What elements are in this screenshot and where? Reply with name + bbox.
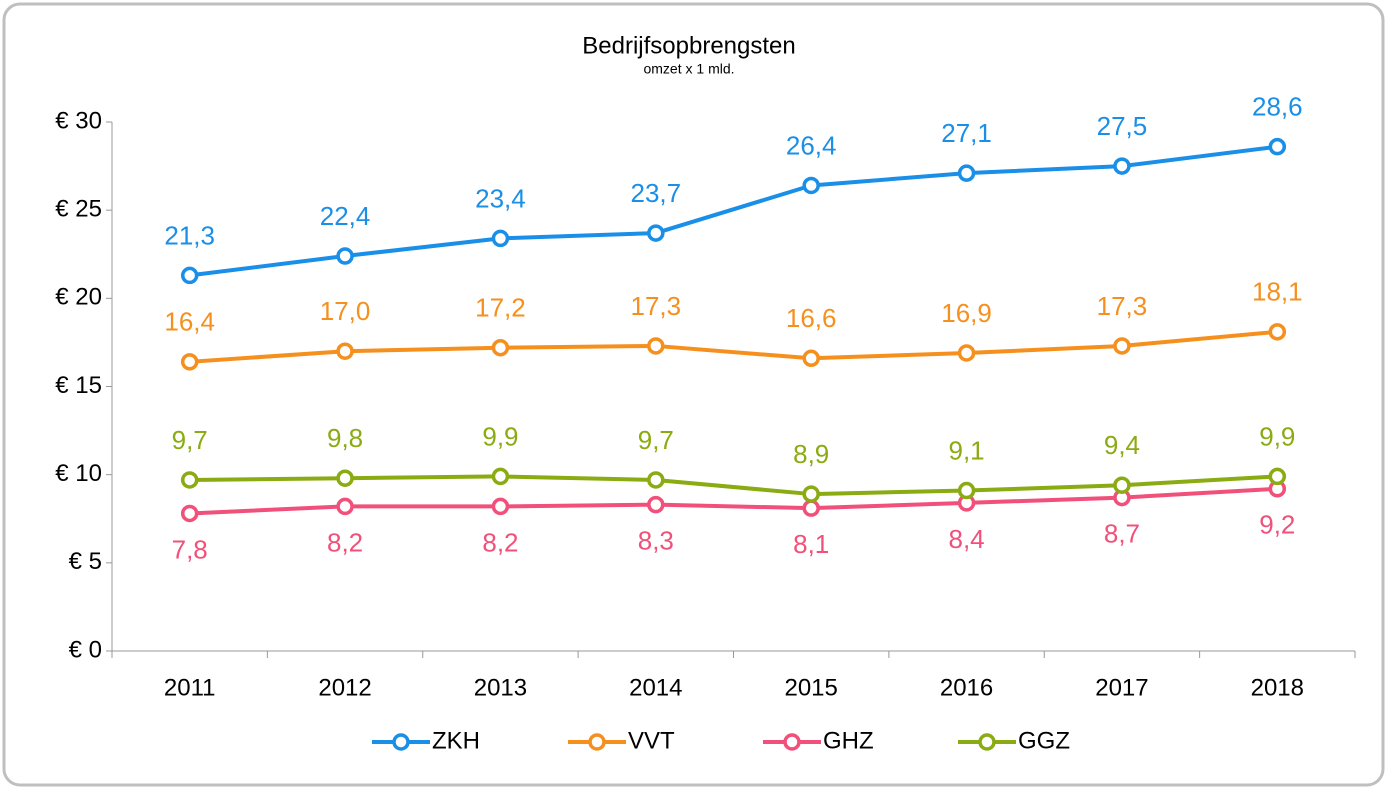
y-tick-label: € 10 <box>55 460 102 487</box>
marker <box>180 266 199 285</box>
line <box>189 474 1278 497</box>
marker <box>957 164 976 182</box>
legend-marker <box>392 733 410 751</box>
data-label: 27,1 <box>941 118 992 148</box>
data-label: 9,2 <box>1259 510 1295 540</box>
data-label: 8,7 <box>1104 518 1140 548</box>
data-label: 9,8 <box>327 423 363 453</box>
x-tick-label: 2011 <box>164 674 216 701</box>
y-tick-label: € 20 <box>55 284 102 311</box>
data-label: 16,9 <box>941 298 992 328</box>
data-label: 8,9 <box>793 439 829 469</box>
marker <box>647 495 665 514</box>
marker <box>180 353 199 371</box>
data-label: 28,6 <box>1252 92 1303 122</box>
marker <box>647 471 665 489</box>
marker <box>957 481 976 500</box>
data-label: 16,4 <box>164 307 215 337</box>
data-label: 8,4 <box>948 524 984 554</box>
data-label: 27,5 <box>1097 111 1148 141</box>
data-label: 21,3 <box>164 220 215 250</box>
marker <box>1268 137 1287 156</box>
marker <box>180 504 199 523</box>
data-label: 23,7 <box>631 178 682 208</box>
legend-label: ZKH <box>432 727 480 754</box>
line <box>189 144 1278 278</box>
marker <box>491 467 510 486</box>
marker <box>802 349 820 368</box>
x-tick-label: 2016 <box>940 674 993 701</box>
legend-marker <box>588 733 606 751</box>
x-tick-label: 2014 <box>629 674 682 701</box>
marker <box>180 471 199 489</box>
line <box>189 486 1278 516</box>
y-tick-label: € 30 <box>55 107 102 134</box>
marker <box>802 176 820 195</box>
data-label: 8,2 <box>327 527 363 557</box>
marker <box>1113 157 1131 175</box>
marker <box>1113 476 1131 494</box>
data-label: 17,2 <box>475 293 526 323</box>
data-label: 8,1 <box>793 529 829 559</box>
chart-title: Bedrijfsopbrengsten <box>582 32 795 59</box>
marker <box>336 247 354 265</box>
data-label: 26,4 <box>786 130 837 160</box>
chart-subtitle: omzet x 1 mld. <box>643 61 734 77</box>
data-label: 8,3 <box>638 526 674 556</box>
marker <box>1268 467 1287 486</box>
data-label: 17,0 <box>320 296 371 326</box>
data-label: 9,7 <box>172 425 208 455</box>
legend-label: GHZ <box>823 727 874 754</box>
marker <box>647 337 665 355</box>
x-tick-label: 2015 <box>784 674 837 701</box>
x-tick-label: 2012 <box>318 674 371 701</box>
data-label: 9,7 <box>638 425 674 455</box>
legend-marker <box>783 733 801 751</box>
data-label: 8,2 <box>482 527 518 557</box>
marker <box>802 485 820 503</box>
y-tick-label: € 15 <box>55 372 102 399</box>
data-label: 17,3 <box>631 291 682 321</box>
legend-marker <box>978 733 996 751</box>
data-label: 23,4 <box>475 183 526 213</box>
marker <box>336 497 354 516</box>
y-tick-label: € 25 <box>55 196 102 223</box>
data-label: 7,8 <box>172 534 208 564</box>
data-label: 9,9 <box>1259 421 1295 451</box>
marker <box>336 469 354 487</box>
marker <box>802 499 820 517</box>
data-label: 22,4 <box>320 201 371 231</box>
marker <box>491 229 510 248</box>
data-label: 17,3 <box>1097 291 1148 321</box>
data-label: 18,1 <box>1252 277 1303 307</box>
marker <box>1268 323 1287 341</box>
marker <box>491 338 510 357</box>
marker <box>336 342 354 360</box>
data-label: 9,9 <box>482 421 518 451</box>
marker <box>1113 337 1131 355</box>
marker <box>647 224 665 242</box>
y-tick-label: € 5 <box>69 548 102 575</box>
line <box>189 329 1278 364</box>
marker <box>491 497 510 516</box>
data-label: 9,4 <box>1104 430 1140 460</box>
data-label: 16,6 <box>786 303 837 333</box>
x-tick-label: 2017 <box>1095 674 1148 701</box>
y-tick-label: € 0 <box>69 636 102 663</box>
marker <box>957 344 976 362</box>
legend-label: VVT <box>628 727 675 754</box>
data-label: 9,1 <box>948 435 984 465</box>
x-tick-label: 2013 <box>474 674 527 701</box>
legend-label: GGZ <box>1018 727 1070 754</box>
x-tick-label: 2018 <box>1251 674 1304 701</box>
